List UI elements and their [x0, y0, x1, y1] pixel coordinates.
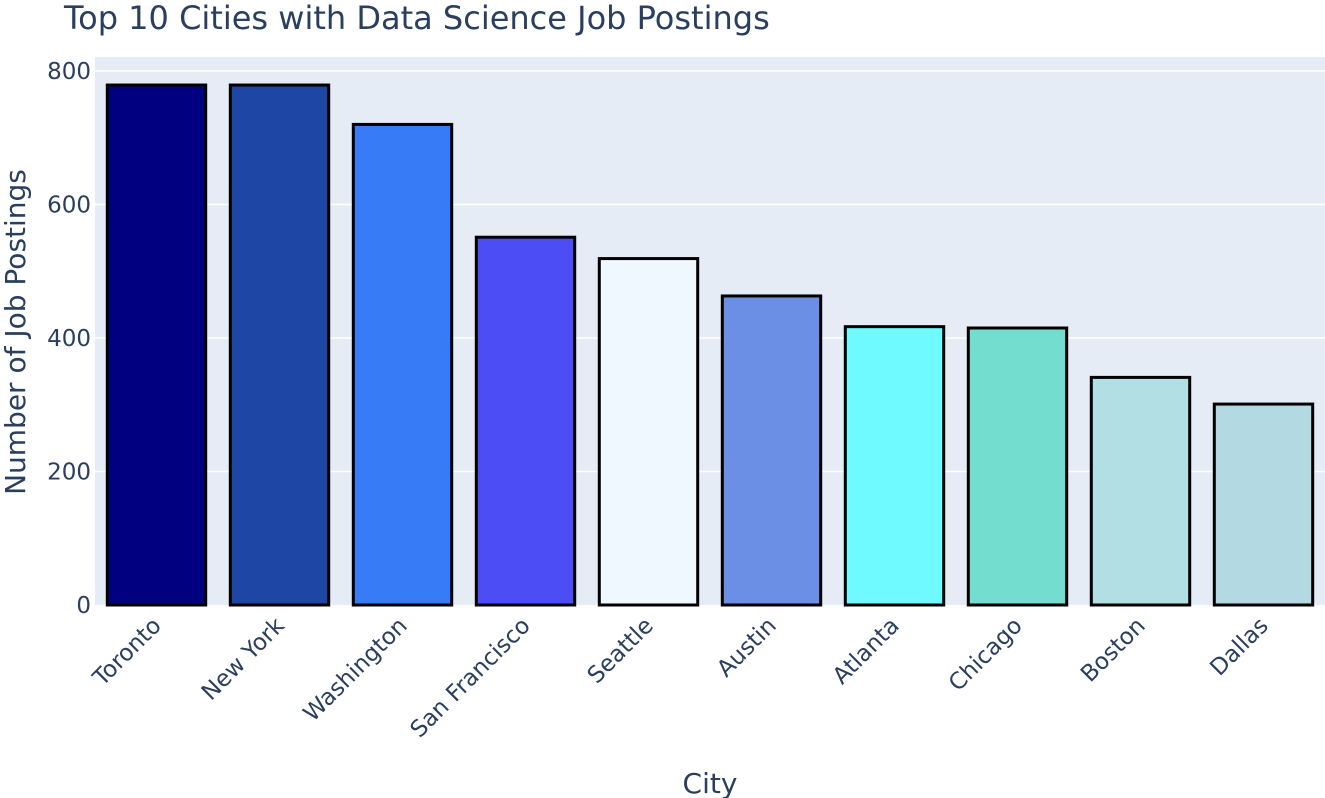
x-tick-label: San Francisco [406, 613, 536, 743]
y-axis-title: Number of Job Postings [0, 169, 32, 495]
bar-dallas [1212, 402, 1315, 607]
bar-new-york [228, 83, 331, 607]
bar-toronto [105, 83, 208, 607]
bar-boston [1089, 375, 1192, 607]
x-axis-title: City [683, 767, 738, 798]
bar-austin [720, 294, 823, 607]
bar-washington [351, 122, 454, 607]
x-tick-label: Toronto [88, 613, 167, 692]
bar-atlanta [843, 325, 946, 607]
x-tick-label: Washington [299, 613, 413, 727]
bar-san-francisco [474, 235, 577, 607]
x-tick-label: New York [197, 612, 290, 705]
y-tick-label: 400 [47, 326, 91, 352]
chart-title: Top 10 Cities with Data Science Job Post… [63, 0, 770, 37]
x-tick-label: Atlanta [828, 613, 905, 690]
x-tick-label: Dallas [1205, 613, 1273, 681]
y-tick-label: 600 [47, 193, 91, 219]
y-tick-label: 800 [47, 59, 91, 85]
y-tick-label: 0 [76, 593, 91, 619]
x-tick-label: Austin [712, 613, 781, 682]
bars [105, 83, 1315, 607]
y-tick-label: 200 [47, 460, 91, 486]
x-tick-label: Boston [1076, 613, 1151, 688]
y-axis-ticks: 0 200 400 600 800 [47, 59, 91, 619]
x-tick-label: Seattle [583, 613, 659, 689]
bar-seattle [597, 257, 700, 607]
x-tick-label: Chicago [944, 613, 1028, 697]
bar-chicago [966, 326, 1069, 607]
